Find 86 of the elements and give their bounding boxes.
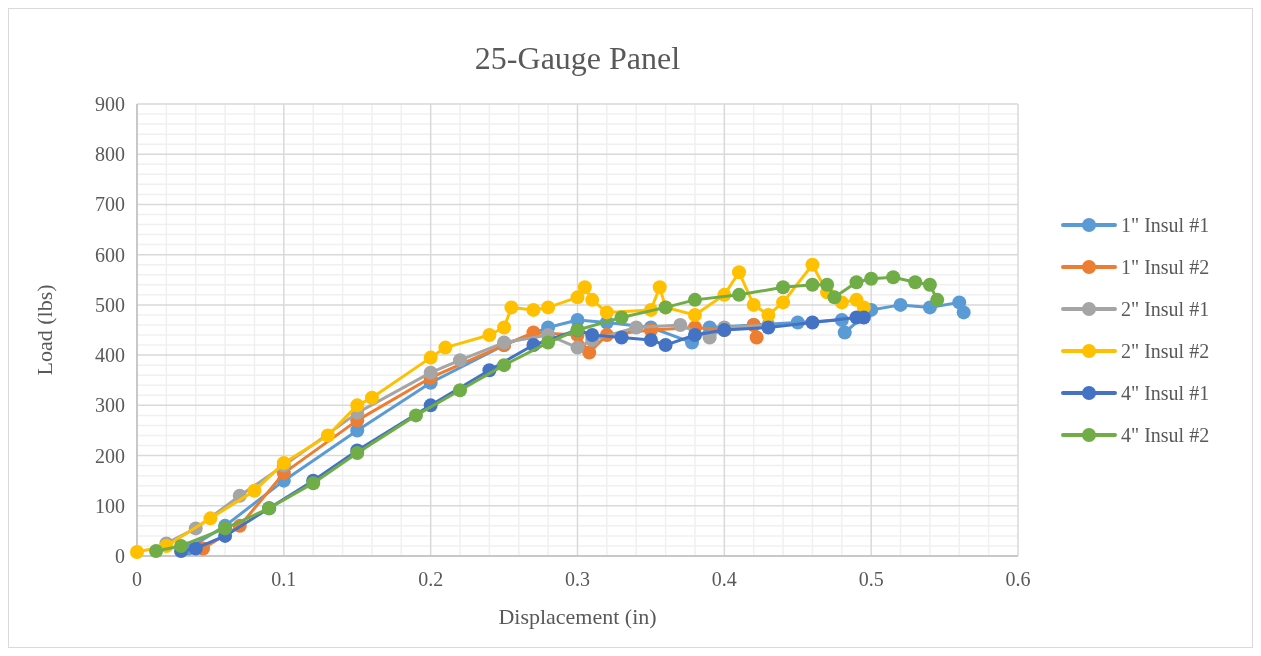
point <box>364 390 379 405</box>
y-tick-label: 100 <box>95 494 125 517</box>
point <box>776 280 791 295</box>
legend-label: 1" Insul #2 <box>1121 256 1210 278</box>
point <box>614 310 629 325</box>
y-axis-title: Load (lbs) <box>32 284 57 376</box>
point <box>761 307 776 322</box>
x-tick-label: 0.3 <box>565 568 590 590</box>
point <box>893 297 908 312</box>
point <box>643 333 658 348</box>
chart-title: 25-Gauge Panel <box>474 40 681 76</box>
point <box>658 338 673 353</box>
point <box>837 325 852 340</box>
point <box>849 275 864 290</box>
point <box>629 320 644 335</box>
point <box>453 353 468 368</box>
y-tick-label: 500 <box>95 293 125 316</box>
legend-label: 1" Insul #1 <box>1121 214 1210 236</box>
point <box>482 328 497 343</box>
point <box>149 543 164 558</box>
legend-label: 2" Insul #2 <box>1121 340 1210 362</box>
x-tick-label: 0.1 <box>271 568 297 590</box>
point <box>956 305 971 320</box>
point <box>497 320 512 335</box>
point <box>577 280 592 295</box>
x-tick-label: 0.5 <box>858 568 884 590</box>
y-tick-label: 200 <box>95 444 125 467</box>
point <box>174 538 189 553</box>
x-tick-label: 0.6 <box>1005 568 1031 590</box>
point <box>827 290 842 305</box>
point <box>423 365 438 380</box>
point <box>930 292 945 307</box>
point <box>570 340 585 355</box>
point <box>570 290 585 305</box>
point <box>453 383 468 398</box>
point <box>408 408 423 423</box>
y-tick-label: 0 <box>115 545 125 567</box>
point <box>687 328 702 343</box>
point <box>541 300 556 315</box>
point <box>673 317 688 332</box>
point <box>732 265 747 280</box>
point <box>130 544 144 559</box>
y-tick-label: 400 <box>95 344 125 367</box>
point <box>247 483 262 498</box>
y-tick-label: 700 <box>95 193 125 216</box>
point <box>497 358 512 373</box>
y-tick-label: 900 <box>95 93 125 115</box>
point <box>687 292 702 307</box>
x-tick-label: 0 <box>132 568 142 590</box>
point <box>820 277 835 292</box>
legend-label: 4" Insul #1 <box>1121 382 1210 404</box>
point <box>541 335 556 350</box>
x-tick-label: 0.4 <box>711 568 737 590</box>
point <box>203 511 218 526</box>
legend-label: 2" Insul #1 <box>1121 298 1210 320</box>
point <box>585 328 600 343</box>
x-axis-title: Displacement (in) <box>498 604 657 629</box>
y-tick-label: 300 <box>95 394 125 417</box>
point <box>687 307 702 322</box>
point <box>805 315 820 330</box>
point <box>908 275 923 290</box>
point <box>805 257 820 272</box>
legend-label: 4" Insul #2 <box>1121 424 1210 446</box>
point <box>805 277 820 292</box>
y-tick-label: 800 <box>95 143 125 166</box>
point <box>582 345 597 360</box>
point <box>776 295 791 310</box>
point <box>585 292 600 307</box>
point <box>886 270 901 285</box>
point <box>350 398 365 413</box>
point <box>732 287 747 302</box>
point <box>438 340 453 355</box>
point <box>526 302 541 317</box>
point <box>652 280 667 295</box>
point <box>922 277 937 292</box>
point <box>320 428 335 443</box>
point <box>504 300 519 315</box>
point <box>599 305 614 320</box>
point <box>864 271 879 286</box>
y-tick-label: 600 <box>95 243 125 266</box>
x-tick-label: 0.2 <box>418 568 444 590</box>
point <box>614 330 629 345</box>
point <box>188 541 203 556</box>
point <box>746 297 761 312</box>
point <box>423 350 438 365</box>
point <box>749 330 764 345</box>
